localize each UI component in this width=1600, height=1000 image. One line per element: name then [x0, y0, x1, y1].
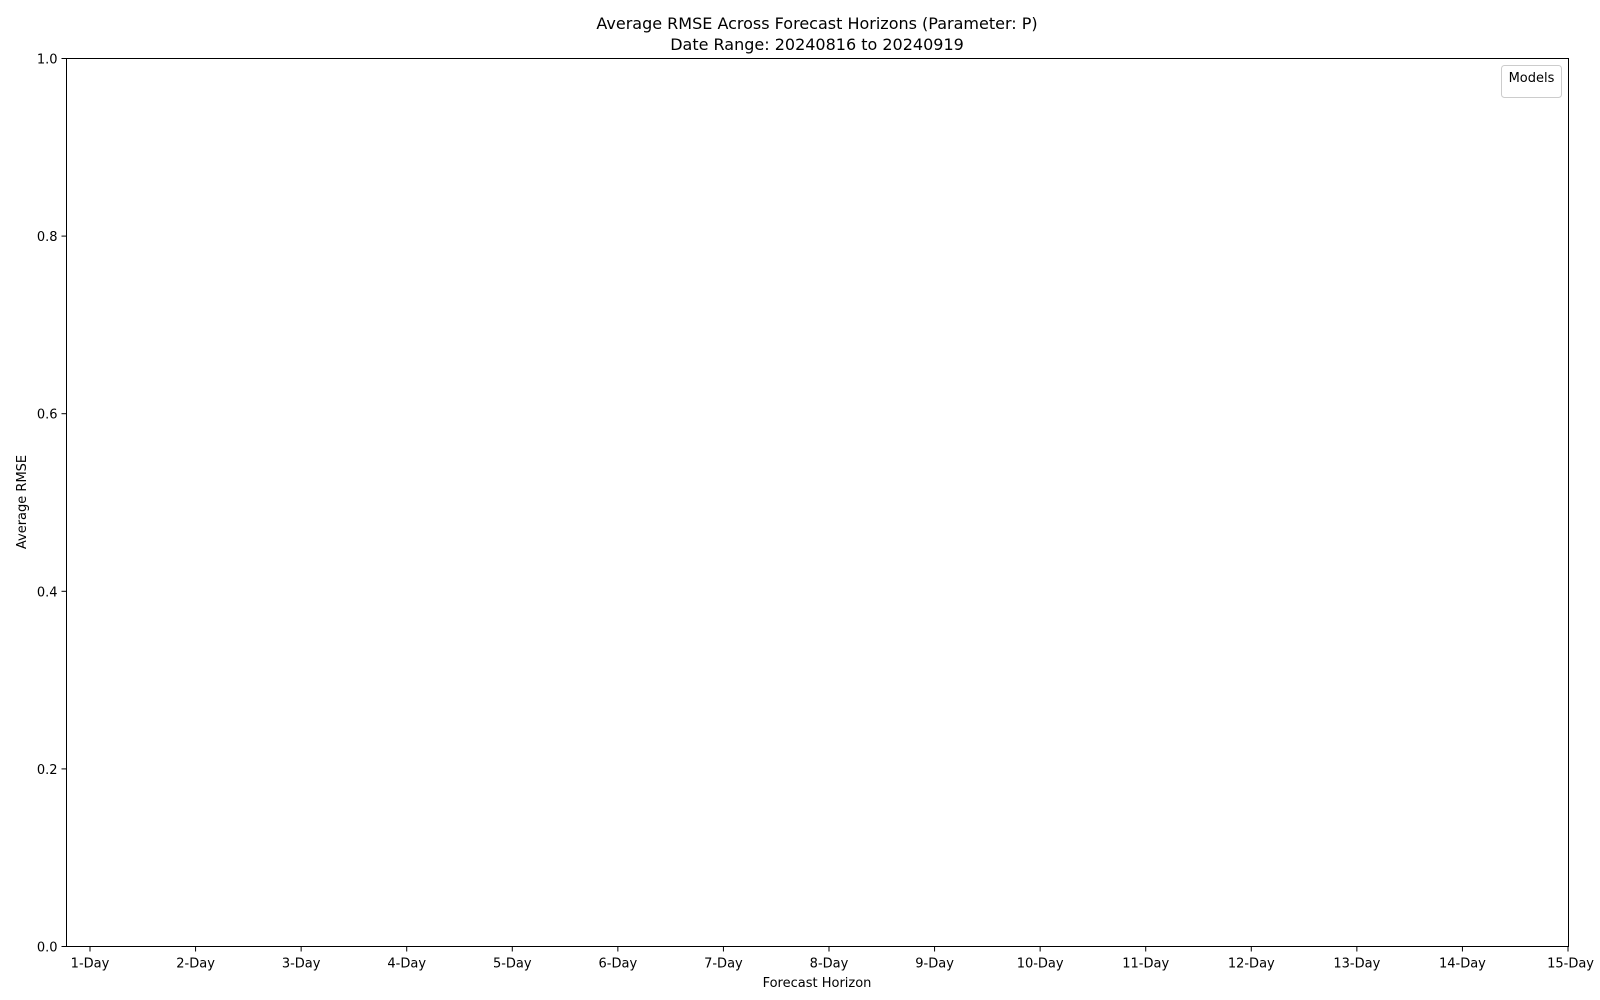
- y-tick-label: 0.8: [37, 230, 58, 245]
- x-tick-label: 1-Day: [71, 957, 110, 972]
- x-tick-label: 15-Day: [1547, 957, 1594, 972]
- x-tick-label: 2-Day: [176, 957, 215, 972]
- x-tick-label: 4-Day: [387, 957, 426, 972]
- x-tick-label: 11-Day: [1122, 957, 1169, 972]
- plot-area: [66, 58, 1569, 947]
- x-tick-label: 6-Day: [599, 957, 638, 972]
- x-axis: 1-Day 2-Day 3-Day 4-Day 5-Day 6-Day 7-Day 8-Day…: [71, 946, 1594, 972]
- y-tick-label: 1.0: [37, 53, 58, 68]
- y-tick-label: 0.2: [37, 763, 58, 778]
- x-tick-label: 5-Day: [493, 957, 532, 972]
- y-axis: 0.0 0.2 0.4 0.6 0.8 1.0: [37, 53, 67, 956]
- x-tick-label: 7-Day: [704, 957, 743, 972]
- y-tick-label: 0.6: [37, 408, 58, 423]
- x-tick-label: 9-Day: [915, 957, 954, 972]
- legend-title: Models: [1509, 71, 1555, 86]
- x-tick-label: 14-Day: [1439, 957, 1486, 972]
- legend-box: [1501, 65, 1562, 98]
- y-tick-label: 0.0: [37, 941, 58, 956]
- x-tick-label: 10-Day: [1017, 957, 1064, 972]
- chart-subtitle: Date Range: 20240816 to 20240919: [670, 35, 964, 54]
- x-tick-label: 13-Day: [1333, 957, 1380, 972]
- y-axis-label: Average RMSE: [15, 455, 30, 549]
- x-axis-label: Forecast Horizon: [763, 976, 872, 991]
- x-tick-label: 3-Day: [282, 957, 321, 972]
- chart-title: Average RMSE Across Forecast Horizons (P…: [596, 14, 1037, 33]
- legend: Models: [1501, 65, 1562, 98]
- y-tick-label: 0.4: [37, 585, 58, 600]
- x-tick-label: 8-Day: [810, 957, 849, 972]
- x-tick-label: 12-Day: [1228, 957, 1275, 972]
